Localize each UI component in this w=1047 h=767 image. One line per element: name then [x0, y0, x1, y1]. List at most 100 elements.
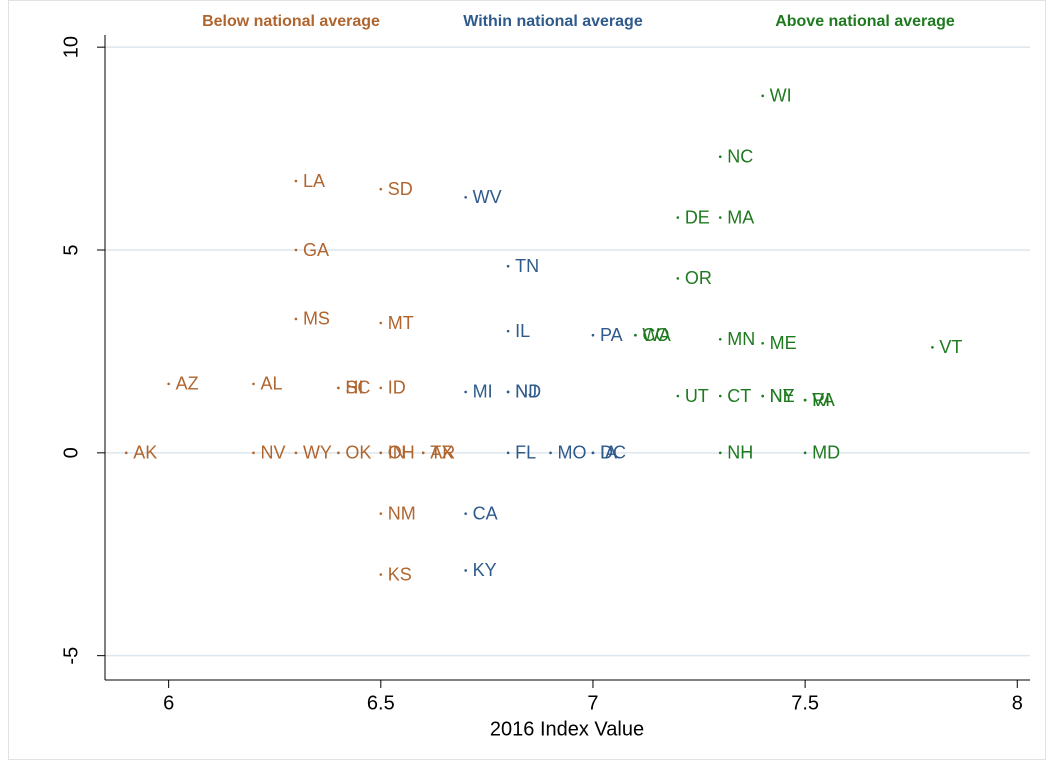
- point-label: TX: [430, 443, 453, 463]
- point-label: NH: [727, 443, 753, 463]
- point-label: CO: [642, 325, 669, 345]
- point-label: AK: [133, 443, 157, 463]
- point-label: ME: [770, 333, 797, 353]
- point-label: WY: [303, 443, 332, 463]
- point: [464, 512, 467, 515]
- point: [761, 394, 764, 398]
- point-label: MS: [303, 309, 330, 329]
- point-label: OK: [345, 443, 371, 463]
- point-label: DC: [600, 443, 626, 463]
- point: [718, 216, 722, 219]
- point-label: SC: [345, 378, 370, 398]
- point: [337, 386, 340, 390]
- point-label: LA: [303, 171, 325, 191]
- x-axis-label: 2016 Index Value: [490, 718, 644, 740]
- point-label: MO: [558, 443, 587, 463]
- point: [294, 317, 298, 321]
- point: [252, 382, 255, 386]
- point: [379, 512, 383, 515]
- legend-entry: Above national average: [775, 13, 955, 30]
- point-label: MT: [388, 313, 414, 333]
- point-label: AZ: [176, 374, 199, 394]
- frame: [8, 0, 1046, 760]
- y-tick-label: 5: [60, 244, 82, 255]
- point: [718, 337, 722, 341]
- point-label: OH: [388, 443, 415, 463]
- point-label: MA: [727, 207, 754, 227]
- point: [337, 451, 340, 455]
- y-tick-label: -5: [60, 647, 82, 665]
- point-label: CT: [727, 386, 751, 406]
- point-label: CA: [473, 503, 498, 523]
- point: [464, 569, 467, 572]
- point: [676, 216, 680, 219]
- x-tick-label: 8: [1012, 692, 1023, 714]
- point-label: TN: [515, 256, 539, 276]
- point-label: KY: [473, 560, 497, 580]
- point: [506, 264, 510, 268]
- point-label: NY: [770, 386, 795, 406]
- point: [294, 179, 298, 183]
- point-label: OR: [685, 268, 712, 288]
- point: [718, 394, 722, 398]
- point-label: PA: [600, 325, 623, 345]
- point: [718, 155, 722, 158]
- y-tick-label: 0: [60, 447, 82, 458]
- point-label: NC: [727, 146, 753, 166]
- point-label: KS: [388, 564, 412, 584]
- point-label: NE: [770, 386, 795, 406]
- point: [761, 342, 764, 345]
- point: [379, 187, 383, 191]
- point: [124, 451, 128, 455]
- point-label: IL: [515, 321, 530, 341]
- point-label: NV: [261, 443, 286, 463]
- point-label: UT: [685, 386, 709, 406]
- legend-entry: Below national average: [202, 13, 380, 30]
- y-tick-label: 10: [60, 36, 82, 58]
- point: [591, 333, 595, 337]
- x-tick-label: 7.5: [791, 692, 819, 714]
- point: [294, 248, 298, 252]
- point: [591, 451, 595, 455]
- point-label: FL: [515, 443, 536, 463]
- point-label: MD: [812, 443, 840, 463]
- point: [676, 394, 680, 398]
- point: [634, 333, 637, 337]
- point: [718, 451, 722, 455]
- point: [379, 451, 383, 455]
- point: [549, 451, 552, 455]
- point-label: AL: [261, 374, 283, 394]
- point-label: VT: [939, 337, 962, 357]
- point: [379, 573, 383, 576]
- point: [464, 195, 467, 199]
- point: [379, 386, 383, 390]
- point: [294, 451, 298, 455]
- point-label: WI: [770, 86, 792, 106]
- point-label: SD: [388, 179, 413, 199]
- point-label: HI: [345, 378, 363, 398]
- point-label: MI: [473, 382, 493, 402]
- point: [464, 390, 467, 394]
- point: [676, 277, 680, 280]
- point-label: MN: [727, 329, 755, 349]
- point: [167, 382, 170, 386]
- point-label: WV: [473, 187, 502, 207]
- point-label: RI: [812, 390, 830, 410]
- point: [506, 451, 510, 455]
- point: [506, 390, 510, 394]
- point: [931, 346, 934, 349]
- point-label: GA: [303, 240, 329, 260]
- point: [803, 398, 807, 402]
- point-label: IN: [388, 443, 406, 463]
- point-label: ND: [515, 382, 541, 402]
- point-label: DE: [685, 207, 710, 227]
- point-label: ID: [388, 378, 406, 398]
- point-label: NJ: [515, 382, 537, 402]
- point: [761, 94, 764, 98]
- point: [506, 329, 510, 333]
- point-label: NM: [388, 503, 416, 523]
- point-label: AR: [430, 443, 455, 463]
- point-label: VA: [812, 390, 835, 410]
- point-label: WA: [642, 325, 670, 345]
- point: [803, 451, 807, 455]
